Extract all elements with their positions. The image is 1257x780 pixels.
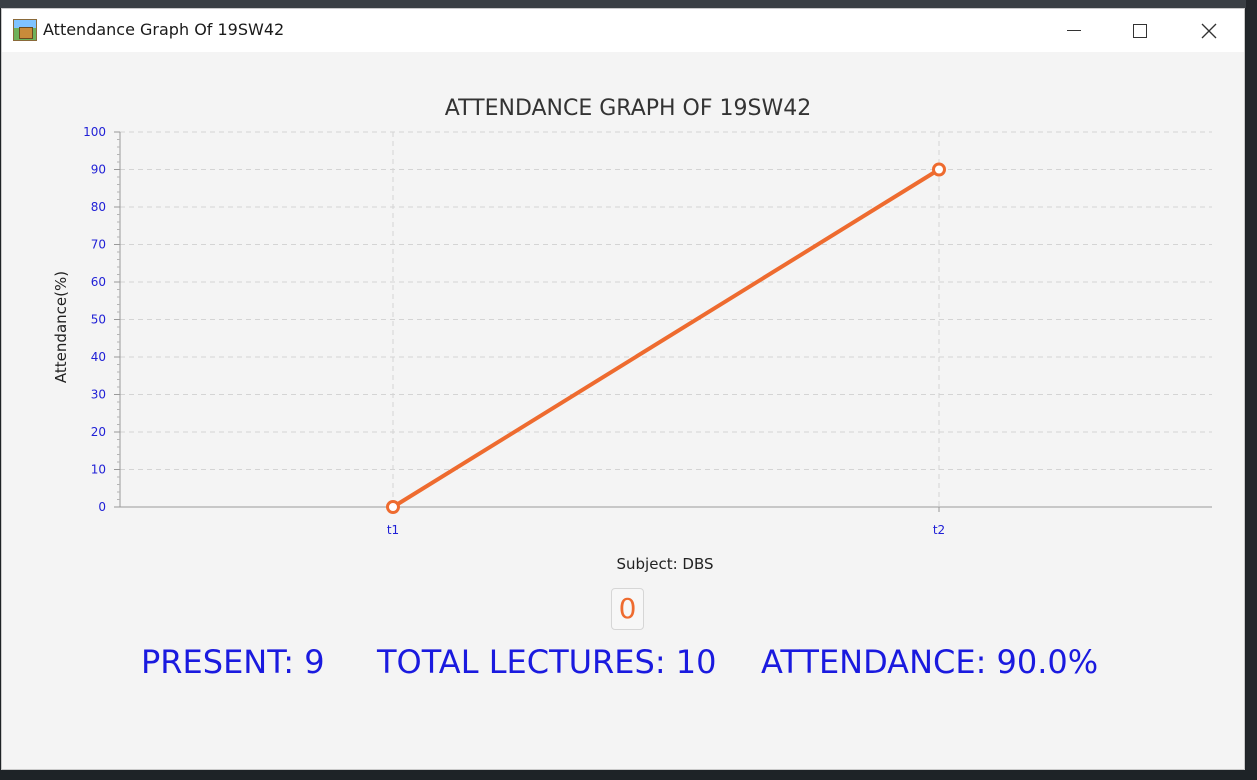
background-ide-toolbar	[0, 0, 1257, 8]
x-axis-ticks: t1 t2	[387, 507, 945, 537]
window-title: Attendance Graph Of 19SW42	[43, 20, 285, 39]
attendance-window: Attendance Graph Of 19SW42 ATTENDANCE GR…	[1, 8, 1245, 770]
y-tick-label: 80	[91, 200, 106, 214]
present-count: PRESENT: 9	[141, 643, 325, 681]
attendance-line-chart: ATTENDANCE GRAPH OF 19SW42 0 10 20 30 40 50 60…	[52, 96, 1212, 573]
y-tick-label: 10	[91, 463, 106, 477]
y-axis-label: Attendance(%)	[52, 271, 70, 383]
y-tick-label: 50	[91, 313, 106, 327]
y-tick-label: 30	[91, 388, 106, 402]
title-bar[interactable]: Attendance Graph Of 19SW42	[2, 9, 1244, 52]
y-axis-ticks: 0 10 20 30 40 50 60 70 80 90 100	[83, 125, 120, 514]
chart-series	[386, 162, 946, 514]
data-point	[386, 500, 400, 514]
background-ide-editor	[1246, 0, 1257, 780]
chart-grid	[120, 131, 1212, 507]
app-icon	[13, 19, 37, 41]
y-tick-label: 100	[83, 125, 106, 139]
y-tick-label: 40	[91, 350, 106, 364]
attendance-percentage: ATTENDANCE: 90.0%	[761, 643, 1099, 681]
y-tick-label: 90	[91, 163, 106, 177]
series-line	[391, 167, 941, 509]
background-ide-bottom	[0, 770, 1257, 780]
y-tick-label: 20	[91, 425, 106, 439]
y-tick-label: 0	[98, 500, 106, 514]
close-icon	[1201, 23, 1217, 38]
y-tick-label: 70	[91, 238, 106, 252]
x-tick-label: t1	[387, 523, 399, 537]
x-axis-label: Subject: DBS	[617, 555, 714, 573]
close-button[interactable]	[1186, 9, 1232, 52]
maximize-icon	[1133, 23, 1147, 38]
chart-title: ATTENDANCE GRAPH OF 19SW42	[445, 96, 811, 121]
x-tick-label: t2	[933, 523, 945, 537]
total-lectures: TOTAL LECTURES: 10	[377, 643, 717, 681]
y-tick-label: 60	[91, 275, 106, 289]
maximize-button[interactable]	[1117, 9, 1163, 52]
score-field[interactable]: 0	[611, 588, 644, 630]
data-point	[932, 162, 946, 177]
minimize-button[interactable]	[1051, 9, 1097, 52]
minimize-icon	[1067, 30, 1081, 31]
